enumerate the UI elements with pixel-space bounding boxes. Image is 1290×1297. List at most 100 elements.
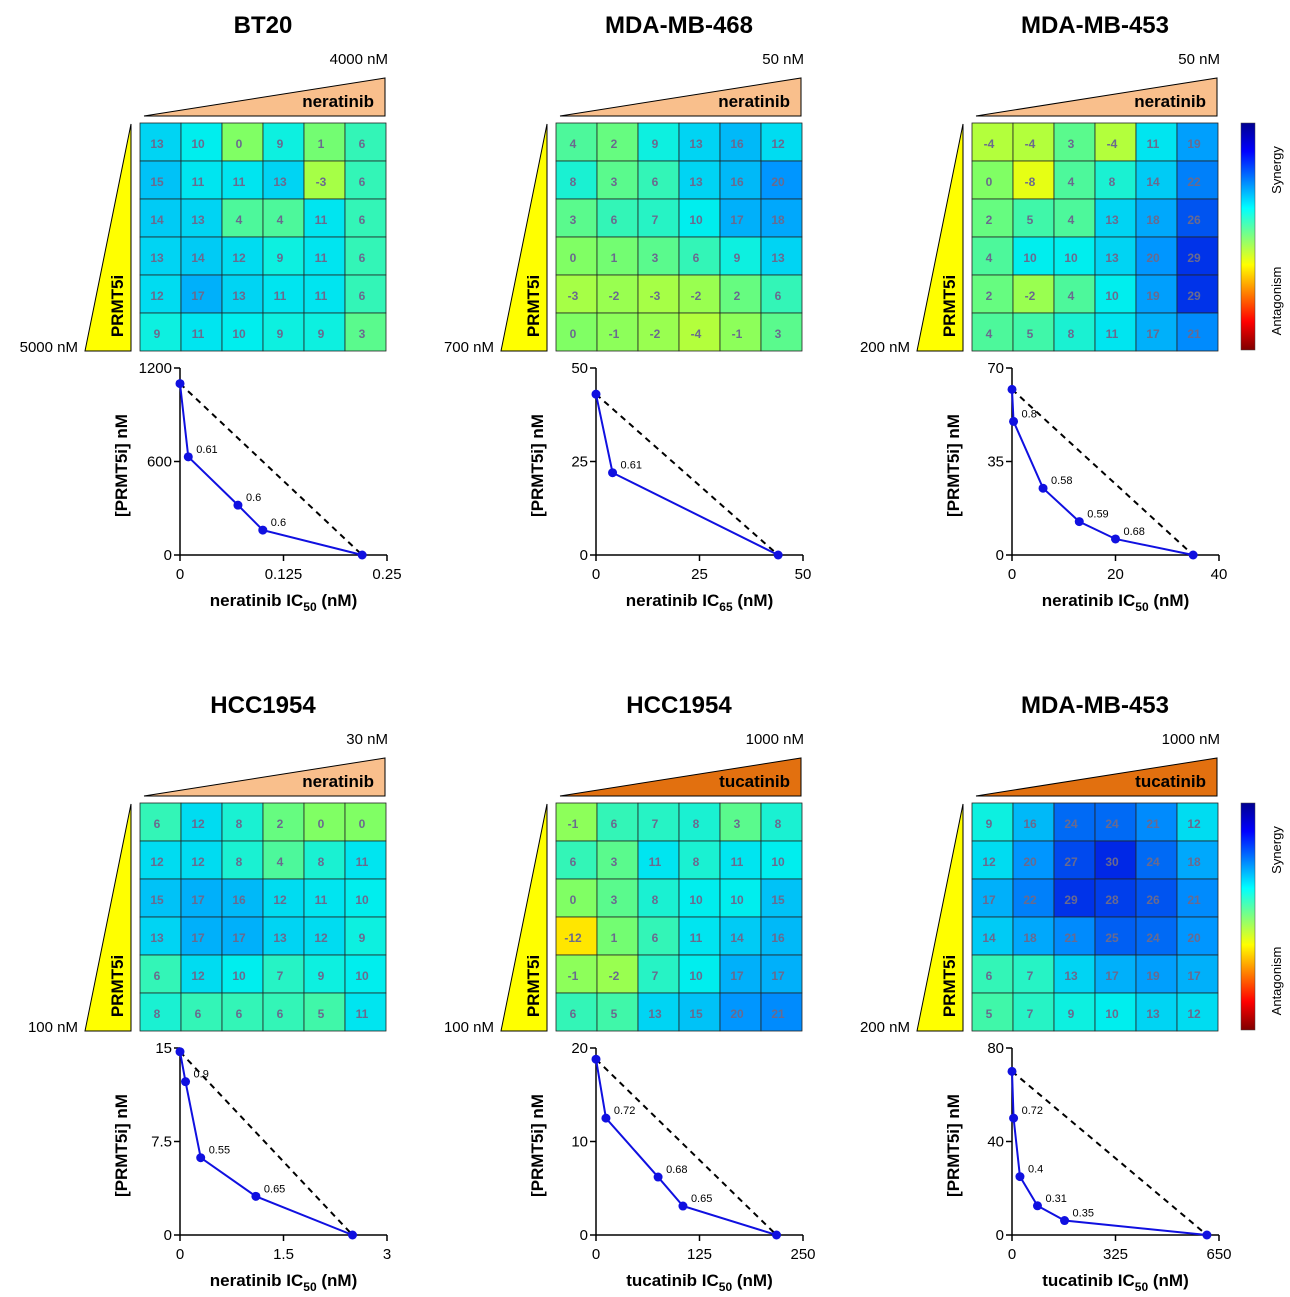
heatmap-cell	[1135, 160, 1178, 200]
heatmap-cell	[139, 840, 182, 880]
x-tick-label: 0	[176, 566, 184, 583]
heatmap-cell-value: 3	[652, 251, 659, 265]
heatmap-cell	[1176, 160, 1219, 200]
x-axis-label-unit: (nM)	[317, 591, 358, 610]
heatmap-cell	[637, 992, 680, 1032]
isobologram-point	[653, 1172, 663, 1182]
panel-title: HCC1954	[626, 692, 732, 719]
heatmap-cell-value: 24	[1064, 817, 1078, 831]
heatmap-cell	[760, 236, 803, 276]
heatmap-cell-value: 5	[1027, 327, 1034, 341]
heatmap-cell-value: 8	[693, 817, 700, 831]
y-axis-label: [PRMT5i] nM	[528, 1094, 547, 1197]
heatmap-cell	[1135, 802, 1178, 842]
heatmap-cell	[555, 160, 598, 200]
heatmap-cell-value: 9	[359, 931, 366, 945]
heatmap-cell	[262, 274, 305, 314]
heatmap-cell-value: 11	[1147, 137, 1160, 151]
ci-label: 0.8	[1022, 408, 1037, 420]
heatmap-cell-value: 12	[191, 855, 205, 869]
x-tick-label: 0	[592, 566, 600, 583]
heatmap-cell	[1012, 878, 1055, 918]
isobologram-point	[772, 1230, 782, 1240]
heatmap-cell-value: 10	[355, 969, 369, 983]
heatmap-cell	[1176, 312, 1219, 352]
isobologram-point	[1009, 1113, 1019, 1123]
heatmap-cell-value: 9	[986, 817, 993, 831]
heatmap-cell	[1053, 122, 1096, 162]
row-drug-label: PRMT5i	[108, 275, 127, 337]
heatmap-cell-value: 29	[1064, 893, 1078, 907]
y-tick-label: 80	[987, 1040, 1004, 1057]
x-tick-label: 250	[790, 1246, 815, 1263]
heatmap-cell	[139, 198, 182, 238]
heatmap-cell	[971, 236, 1014, 276]
heatmap-cell-value: 6	[236, 1007, 243, 1021]
heatmap-cell-value: 14	[730, 931, 744, 945]
heatmap-cell	[596, 236, 639, 276]
heatmap-cell	[221, 236, 264, 276]
heatmap-cell	[971, 122, 1014, 162]
heatmap-cell-value: 3	[611, 893, 618, 907]
heatmap-cell	[719, 236, 762, 276]
x-tick-label: 0	[592, 1246, 600, 1263]
heatmap-cell-value: 2	[277, 817, 284, 831]
heatmap-cell	[221, 992, 264, 1032]
ci-label: 0.68	[666, 1164, 687, 1176]
heatmap-cell-value: 17	[982, 893, 996, 907]
heatmap-cell-value: 6	[359, 251, 366, 265]
heatmap-cell-value: -3	[650, 289, 661, 303]
heatmap-cell	[637, 198, 680, 238]
heatmap-cell-value: 13	[191, 213, 205, 227]
x-axis-label-subscript: 50	[1135, 1280, 1149, 1292]
heatmap-cell	[596, 122, 639, 162]
heatmap-cell	[760, 312, 803, 352]
heatmap-cell	[139, 992, 182, 1032]
heatmap-cell-value: 13	[232, 289, 246, 303]
isobologram-point	[175, 379, 185, 389]
heatmap-cell-value: 11	[1106, 327, 1119, 341]
heatmap-cell	[1135, 840, 1178, 880]
heatmap-cell-value: 14	[1146, 175, 1160, 189]
x-axis-label: neratinib IC65 (nM)	[626, 591, 773, 614]
col-drug-label: neratinib	[302, 92, 374, 111]
heatmap-cell	[1135, 878, 1178, 918]
heatmap-cell-value: 4	[986, 327, 993, 341]
heatmap-cell	[719, 954, 762, 994]
heatmap-cell-value: 8	[236, 855, 243, 869]
row-max-label: 5000 nM	[20, 339, 78, 356]
heatmap-cell	[1053, 160, 1096, 200]
heatmap-cell-value: 16	[1023, 817, 1037, 831]
heatmap-cell-value: 6	[359, 213, 366, 227]
heatmap-cell-value: 17	[191, 289, 205, 303]
heatmap-cell	[262, 160, 305, 200]
heatmap-cell	[344, 992, 387, 1032]
heatmap-cell-value: 13	[648, 1007, 662, 1021]
heatmap-cell	[678, 878, 721, 918]
heatmap-cell-value: -2	[691, 289, 702, 303]
heatmap-cell	[1012, 840, 1055, 880]
heatmap-cell-value: 12	[982, 855, 996, 869]
heatmap-cell	[221, 198, 264, 238]
heatmap-cell-value: 17	[191, 893, 205, 907]
heatmap-cell	[971, 198, 1014, 238]
heatmap-cell	[1135, 916, 1178, 956]
heatmap-cell-value: 9	[277, 327, 284, 341]
heatmap-cell	[637, 236, 680, 276]
heatmap-cell	[555, 878, 598, 918]
heatmap-cell-value: 3	[775, 327, 782, 341]
heatmap-cell	[303, 122, 346, 162]
row-drug-wedge	[500, 803, 548, 1032]
y-tick-label: 50	[571, 360, 588, 377]
heatmap-cell-value: 0	[318, 817, 325, 831]
heatmap-cell	[719, 122, 762, 162]
heatmap-cell	[1176, 954, 1219, 994]
x-axis-label: neratinib IC50 (nM)	[210, 1271, 357, 1292]
heatmap-cell-value: 12	[232, 251, 246, 265]
heatmap-cell-value: 17	[730, 213, 744, 227]
heatmap-cell-value: 11	[731, 855, 744, 869]
heatmap-cell	[1053, 878, 1096, 918]
colorbar-top-label: Synergy	[1269, 826, 1284, 874]
col-max-label: 50 nM	[1178, 51, 1220, 68]
heatmap-cell	[180, 916, 223, 956]
